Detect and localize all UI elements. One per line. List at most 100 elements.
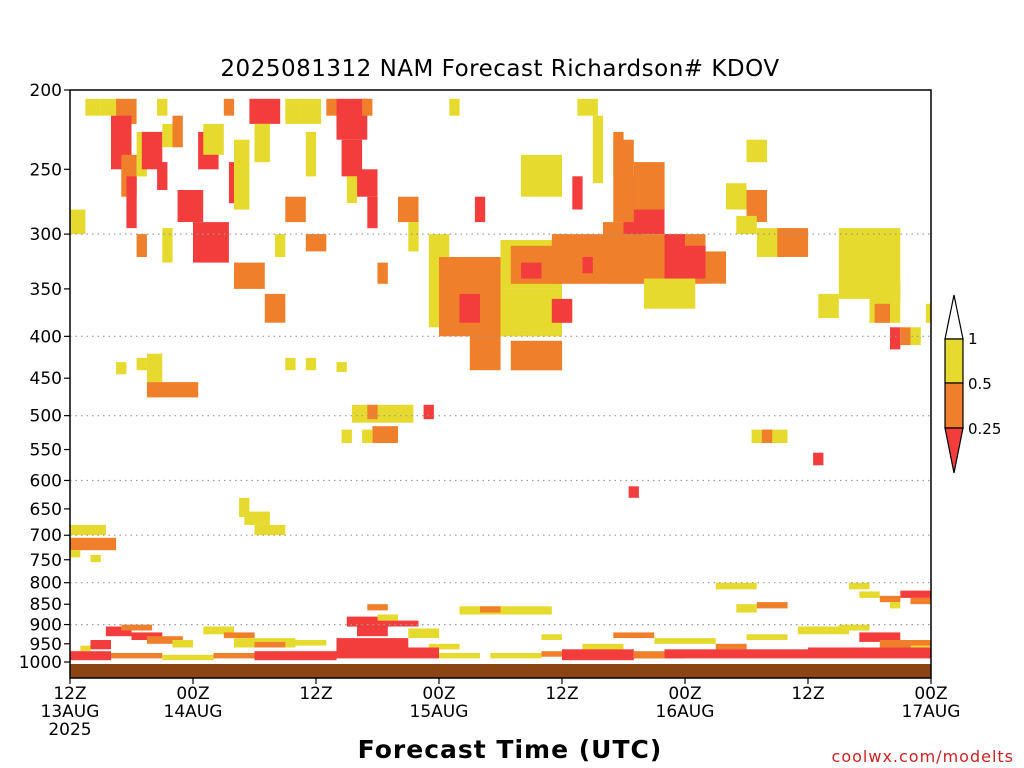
ri-cell-102 xyxy=(239,497,250,517)
ri-cell-53 xyxy=(582,257,593,274)
y-tick-label-700: 700 xyxy=(30,526,62,546)
ri-cell-82 xyxy=(900,327,911,346)
ri-cell-143 xyxy=(654,638,716,644)
x-tick-label-5-1: 16AUG xyxy=(656,702,715,722)
ri-cell-137 xyxy=(336,638,409,650)
ri-cell-81 xyxy=(890,327,901,350)
colorbar-label-0.25: 0.25 xyxy=(968,420,1001,438)
ri-cell-50 xyxy=(551,298,573,323)
ri-cell-7 xyxy=(136,131,147,177)
ri-cell-59 xyxy=(705,251,726,284)
ri-cell-60 xyxy=(644,278,696,309)
ri-cell-114 xyxy=(879,595,901,603)
ri-cell-52 xyxy=(551,234,604,284)
ri-cell-65 xyxy=(572,176,583,210)
y-tick-label-750: 750 xyxy=(30,551,62,571)
ri-cell-94 xyxy=(423,404,434,420)
ri-cell-103 xyxy=(244,511,270,525)
ri-cell-122 xyxy=(80,645,91,652)
ri-cell-69 xyxy=(592,115,604,184)
ri-cell-163 xyxy=(808,647,931,659)
ri-cell-1 xyxy=(85,98,101,116)
colorbar: 1 0.5 0.25 xyxy=(944,294,1001,474)
ri-cell-144 xyxy=(715,643,747,650)
ri-cell-80 xyxy=(818,293,839,319)
ri-cell-86 xyxy=(136,357,147,371)
y-tick-label-550: 550 xyxy=(30,441,62,461)
colorbar-label-0.5: 0.5 xyxy=(968,375,992,393)
ri-cell-113 xyxy=(859,591,880,598)
ri-cell-108 xyxy=(90,555,101,563)
x-tick-label-3-0: 00Z xyxy=(422,684,455,704)
ri-cell-106 xyxy=(70,537,117,551)
ri-cell-71 xyxy=(746,190,767,222)
ri-cell-111 xyxy=(736,604,757,613)
colorbar-label-1: 1 xyxy=(968,330,978,348)
ri-cell-36 xyxy=(305,234,327,252)
x-tick-label-0-2: 2025 xyxy=(48,720,91,740)
ri-cell-49 xyxy=(500,288,562,337)
ri-cell-19 xyxy=(223,98,235,116)
ri-cell-156 xyxy=(336,647,439,659)
y-tick-label-500: 500 xyxy=(30,407,62,427)
y-tick-label-400: 400 xyxy=(30,327,62,347)
ri-cell-40 xyxy=(377,262,388,284)
dotted-grid xyxy=(70,233,931,626)
ri-cell-22 xyxy=(249,98,281,124)
ri-cell-41 xyxy=(408,222,419,252)
ri-cell-14 xyxy=(162,228,173,263)
ri-cell-157 xyxy=(439,653,480,659)
ri-cell-24 xyxy=(285,98,301,124)
ri-cell-79 xyxy=(874,303,890,323)
ground-layer xyxy=(70,664,931,678)
ri-cell-135 xyxy=(357,626,388,637)
ri-cell-140 xyxy=(541,634,562,640)
ri-cell-145 xyxy=(746,634,788,640)
ri-cell-34 xyxy=(357,169,378,197)
ri-cell-162 xyxy=(664,649,808,659)
ri-cell-28 xyxy=(264,293,286,323)
ri-cell-51 xyxy=(510,340,563,371)
ri-cell-160 xyxy=(562,649,634,661)
ri-cell-27 xyxy=(234,262,265,289)
ri-cell-38 xyxy=(367,196,378,229)
ri-cell-48 xyxy=(521,262,542,279)
ri-cell-10 xyxy=(162,123,173,148)
ri-cell-67 xyxy=(449,98,460,116)
x-tick-label-1-1: 14AUG xyxy=(164,702,223,722)
ri-cell-62 xyxy=(633,162,665,210)
ri-cell-58 xyxy=(674,245,706,279)
ri-cell-136 xyxy=(377,620,419,627)
ri-cell-99 xyxy=(761,429,773,443)
ri-cell-31 xyxy=(326,98,337,116)
ri-cell-148 xyxy=(859,632,901,642)
chart-title: 2025081312 NAM Forecast Richardson# KDOV xyxy=(220,56,779,82)
y-tick-label-800: 800 xyxy=(30,574,62,594)
ri-cell-0 xyxy=(70,209,86,235)
ri-cell-105 xyxy=(70,524,106,536)
ri-cell-90 xyxy=(305,357,317,371)
ri-cell-87 xyxy=(146,353,163,383)
x-tick-label-1-0: 00Z xyxy=(176,684,209,704)
ri-cell-127 xyxy=(146,636,183,644)
ri-cell-26 xyxy=(275,234,286,257)
ri-cell-141 xyxy=(582,643,624,650)
x-tick-label-4-0: 12Z xyxy=(545,684,578,704)
ri-cell-139 xyxy=(428,643,460,650)
ri-cell-68 xyxy=(577,98,598,116)
ri-cell-112 xyxy=(756,602,788,609)
y-tick-label-950: 950 xyxy=(30,635,62,655)
ri-cell-117 xyxy=(890,602,901,609)
ri-cell-133 xyxy=(295,640,327,646)
ri-cell-116 xyxy=(910,597,931,605)
ri-cell-130 xyxy=(223,632,255,639)
ri-cell-97 xyxy=(362,429,373,443)
ri-cell-125 xyxy=(121,624,153,631)
x-tick-label-0-1: 13AUG xyxy=(41,702,100,722)
ri-cell-44 xyxy=(459,293,480,323)
ri-cell-76 xyxy=(746,139,767,163)
ri-cell-151 xyxy=(70,651,111,661)
ri-cell-92 xyxy=(351,404,414,423)
